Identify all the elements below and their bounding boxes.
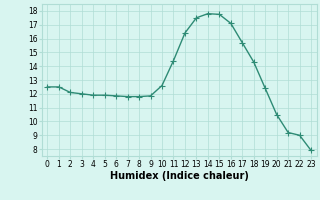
X-axis label: Humidex (Indice chaleur): Humidex (Indice chaleur) (110, 171, 249, 181)
